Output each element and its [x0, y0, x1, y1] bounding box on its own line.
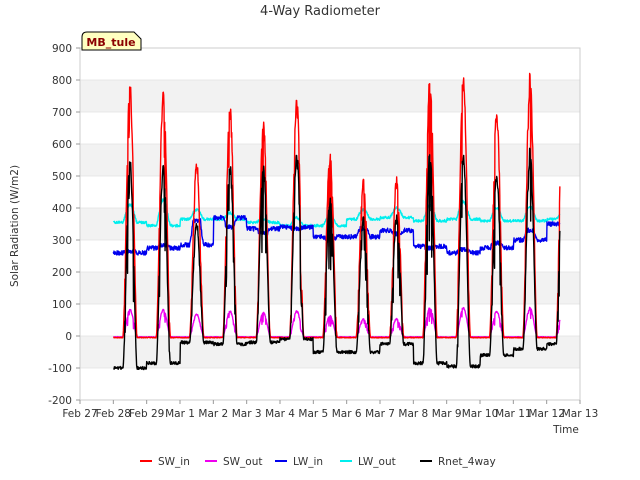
legend-label: SW_out [223, 456, 263, 468]
y-tick-label: 100 [52, 299, 72, 311]
y-tick-label: 800 [52, 75, 72, 87]
y-tick-label: 700 [52, 107, 72, 119]
legend-label: LW_out [358, 456, 396, 468]
site-label: MB_tule [86, 36, 135, 49]
series-layer [112, 72, 561, 371]
x-tick-label: Feb 27 [62, 408, 97, 420]
x-tick-label: Mar 11 [495, 408, 532, 420]
y-tick-label: 900 [52, 43, 72, 55]
legend-item-sw-out: SW_out [205, 456, 263, 468]
x-tick-label: Feb 29 [129, 408, 164, 420]
plot-frame [79, 47, 581, 401]
y-axis-ticks: -200 -100 0 100 200 300 400 500 600 700 800 900 [48, 43, 80, 407]
y-tick-label: 200 [52, 267, 72, 279]
y-tick-label: 500 [52, 171, 72, 183]
legend-label: SW_in [158, 456, 190, 468]
x-tick-label: Mar 8 [398, 408, 428, 420]
y-tick-label: -100 [48, 363, 72, 375]
y-axis-label: Solar Radiation (W/m2) [9, 165, 21, 287]
series-line-lw-out [112, 198, 561, 228]
x-tick-label: Mar 1 [165, 408, 195, 420]
legend-item-rnet-4way: Rnet_4way [420, 456, 496, 468]
grid-band [80, 80, 580, 112]
y-tick-label: 600 [52, 139, 72, 151]
y-tick-label: -200 [48, 395, 72, 407]
x-tick-label: Mar 6 [332, 408, 362, 420]
x-tick-label: Mar 12 [528, 408, 565, 420]
grid-band [80, 336, 580, 368]
site-badge: MB_tule [81, 31, 142, 51]
x-tick-label: Mar 10 [462, 408, 499, 420]
x-tick-label: Mar 13 [562, 408, 599, 420]
chart-title: 4-Way Radiometer [260, 4, 381, 19]
legend-item-lw-out: LW_out [340, 456, 396, 468]
x-tick-label: Mar 2 [198, 408, 228, 420]
series-line-sw-in [112, 72, 561, 339]
x-tick-label: Mar 7 [365, 408, 395, 420]
grid-band [80, 272, 580, 304]
y-tick-label: 0 [65, 331, 72, 343]
legend-label: Rnet_4way [438, 456, 496, 468]
series-line-rnet-4way [112, 147, 561, 371]
x-tick-label: Mar 9 [432, 408, 462, 420]
legend-item-sw-in: SW_in [140, 456, 190, 468]
x-tick-label: Mar 3 [232, 408, 262, 420]
series-line-lw-in [112, 214, 561, 256]
x-tick-label: Feb 28 [96, 408, 131, 420]
x-axis-label: Time [552, 424, 579, 436]
x-tick-label: Mar 5 [298, 408, 328, 420]
legend-label: LW_in [293, 456, 323, 468]
x-tick-label: Mar 4 [265, 408, 295, 420]
legend: SW_in SW_out LW_in LW_out Rnet_4way [140, 456, 496, 468]
y-tick-label: 400 [52, 203, 72, 215]
legend-item-lw-in: LW_in [275, 456, 323, 468]
y-tick-label: 300 [52, 235, 72, 247]
